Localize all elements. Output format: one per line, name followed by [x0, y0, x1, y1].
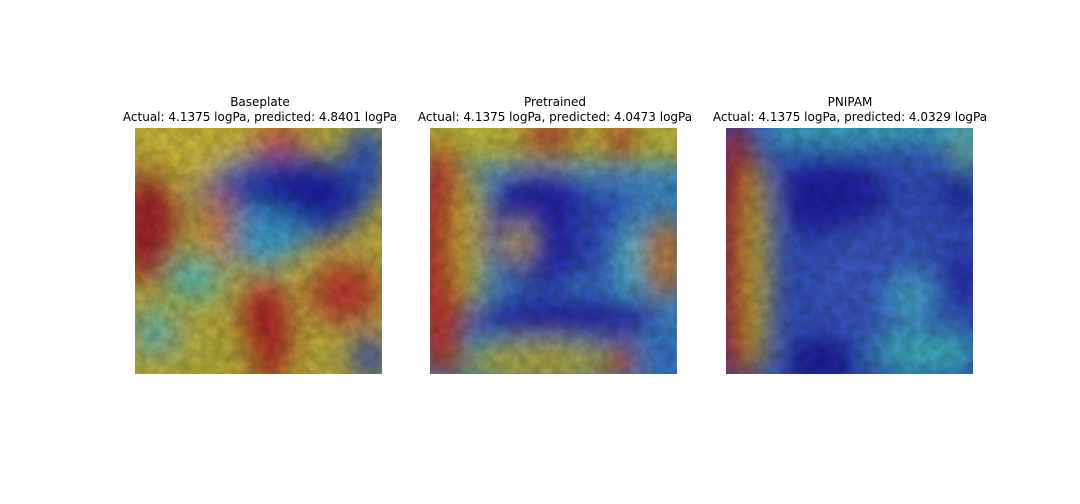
panel-pretrained: Pretrained Actual: 4.1375 logPa, predict… [405, 95, 705, 375]
panel-heading: Pretrained [523, 95, 586, 109]
panel-subheading: Actual: 4.1375 logPa, predicted: 4.0473 … [417, 110, 693, 124]
heatmap-image [135, 128, 382, 374]
heatmap-image [726, 128, 973, 374]
panel-subheading: Actual: 4.1375 logPa, predicted: 4.8401 … [122, 110, 398, 124]
panel-title: Pretrained Actual: 4.1375 logPa, predict… [405, 95, 705, 125]
heatmap-image [430, 128, 677, 374]
panel-heading: Baseplate [230, 95, 290, 109]
panel-subheading: Actual: 4.1375 logPa, predicted: 4.0329 … [712, 110, 988, 124]
panel-title: Baseplate Actual: 4.1375 logPa, predicte… [110, 95, 410, 125]
panel-heading: PNIPAM [827, 95, 873, 109]
panel-baseplate: Baseplate Actual: 4.1375 logPa, predicte… [110, 95, 410, 375]
panel-pnipam: PNIPAM Actual: 4.1375 logPa, predicted: … [700, 95, 1000, 375]
panel-title: PNIPAM Actual: 4.1375 logPa, predicted: … [700, 95, 1000, 125]
